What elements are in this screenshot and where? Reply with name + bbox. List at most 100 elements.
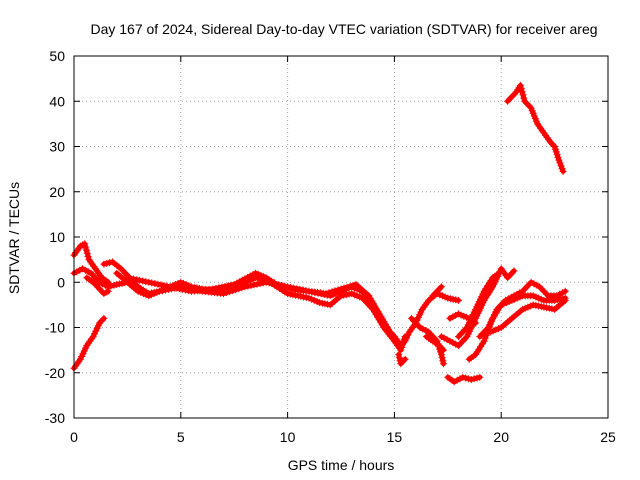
- data-point: [107, 282, 115, 290]
- data-point: [256, 280, 264, 287]
- data-point: [331, 287, 339, 295]
- data-point: [346, 282, 354, 290]
- data-point: [136, 276, 144, 284]
- data-point: [227, 281, 235, 289]
- data-point: [247, 282, 255, 289]
- ticks: [73, 55, 609, 419]
- data-point: [519, 91, 527, 99]
- data-point: [401, 333, 409, 341]
- data-point: [322, 290, 330, 298]
- data-point: [470, 375, 478, 383]
- data-point: [238, 284, 246, 292]
- data-point: [437, 283, 445, 291]
- data-point: [145, 278, 153, 286]
- data-point: [235, 285, 243, 293]
- data-point: [130, 275, 137, 283]
- data-point: [224, 282, 232, 290]
- data-point: [282, 283, 290, 291]
- data-point: [178, 285, 186, 293]
- data-point: [169, 283, 177, 291]
- data-point: [226, 288, 234, 296]
- data-point: [100, 314, 108, 322]
- data-point: [79, 265, 86, 273]
- data-point: [437, 351, 445, 359]
- data-point: [340, 284, 348, 292]
- data-point: [395, 342, 403, 350]
- data-point: [82, 243, 89, 251]
- data-point: [334, 286, 342, 294]
- y-tick-label: 50: [49, 48, 65, 64]
- y-tick-label: -20: [45, 365, 65, 381]
- data-point: [96, 278, 104, 286]
- data-point: [148, 279, 156, 287]
- data-point: [476, 373, 484, 381]
- y-tick-label: -10: [45, 320, 65, 336]
- series-line: [101, 259, 461, 349]
- data-point: [221, 283, 229, 290]
- data-point: [446, 314, 454, 322]
- data-point: [495, 269, 503, 277]
- data-point: [504, 295, 512, 303]
- data-point: [229, 287, 237, 295]
- data-point: [232, 286, 240, 294]
- data-point: [259, 279, 267, 287]
- data-point: [83, 249, 91, 257]
- y-tick-label: 40: [49, 93, 65, 109]
- data-point: [561, 287, 569, 295]
- x-tick-label: 20: [493, 429, 509, 445]
- chart-title: Day 167 of 2024, Sidereal Day-to-day VTE…: [90, 21, 597, 37]
- data-point: [446, 337, 454, 345]
- data-point: [440, 334, 448, 342]
- x-axis-label: GPS time / hours: [288, 457, 395, 473]
- series-arc-10: [422, 333, 447, 354]
- data-point: [101, 281, 109, 289]
- data-point: [450, 378, 458, 386]
- data-point: [127, 274, 134, 282]
- y-tick-labels: -30 -20 -10 0 10 20 30 40 50: [45, 48, 65, 426]
- data-point: [155, 287, 163, 295]
- data-point: [100, 260, 108, 268]
- data-point: [250, 281, 258, 289]
- data-point: [253, 280, 261, 288]
- data-point: [395, 351, 403, 359]
- data-point: [422, 327, 430, 334]
- data-point: [81, 240, 89, 248]
- grid: [74, 56, 608, 418]
- series-arc-17: [476, 278, 569, 341]
- series-arc-11: [429, 283, 445, 300]
- data-point: [561, 296, 569, 304]
- data-point: [241, 283, 249, 291]
- data-point: [456, 375, 464, 383]
- data-point: [212, 284, 220, 292]
- data-point: [215, 284, 223, 292]
- data-point: [84, 268, 92, 276]
- x-tick-label: 10: [280, 429, 296, 445]
- y-tick-label: 30: [49, 139, 65, 155]
- data-point: [510, 267, 518, 275]
- data-point: [175, 285, 183, 293]
- data-point: [527, 278, 535, 286]
- series-arc-3: [83, 274, 112, 298]
- data-point: [440, 360, 447, 368]
- y-tick-label: -30: [45, 410, 65, 426]
- data-point: [343, 283, 351, 291]
- data-point: [276, 281, 284, 289]
- data-point: [273, 281, 281, 288]
- data-point: [218, 283, 226, 291]
- series-arc-4: [70, 314, 108, 372]
- data-point: [160, 282, 168, 289]
- data-point: [181, 286, 189, 294]
- data-point: [84, 253, 92, 260]
- data-point: [455, 296, 462, 304]
- data-point: [82, 246, 90, 254]
- data-point: [104, 287, 112, 295]
- data-point: [480, 337, 488, 345]
- series-arc-9: [408, 314, 447, 368]
- data-point: [516, 81, 524, 89]
- data-point: [184, 287, 192, 295]
- y-tick-label: 0: [57, 274, 65, 290]
- data-point: [166, 283, 174, 291]
- data-point: [139, 277, 147, 285]
- data-point: [440, 346, 447, 354]
- data-point: [142, 278, 150, 286]
